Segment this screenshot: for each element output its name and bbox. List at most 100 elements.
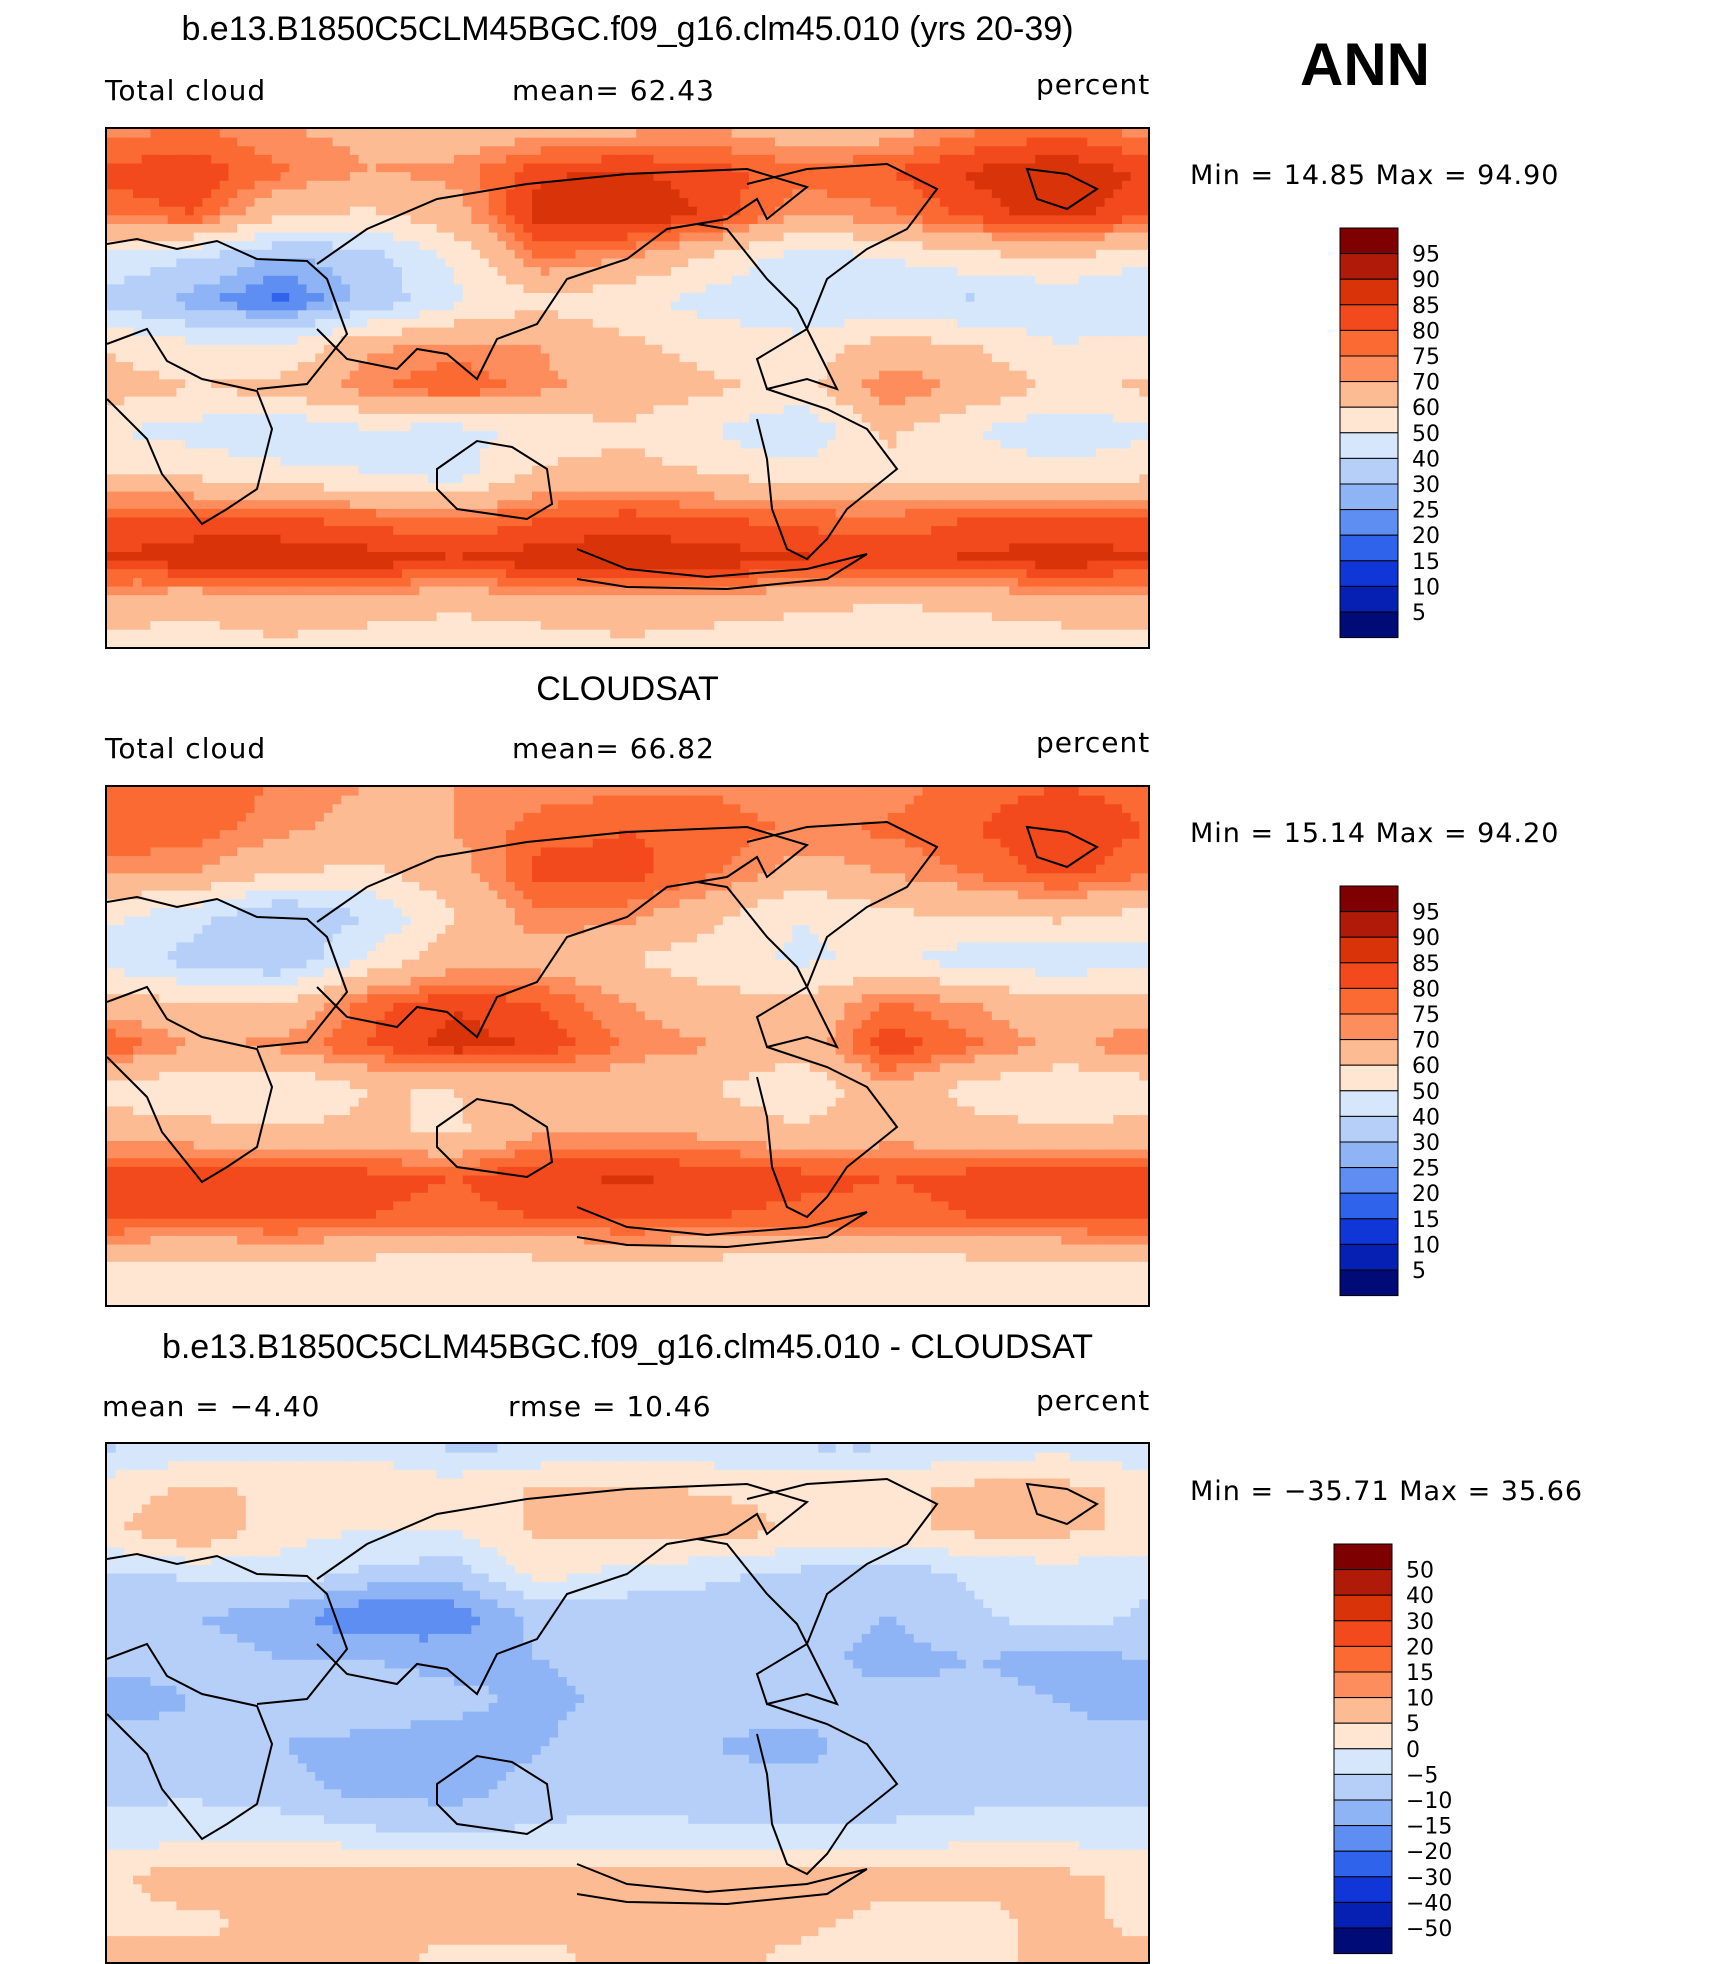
field-cell (558, 379, 568, 389)
field-cell (1078, 327, 1088, 337)
field-cell (696, 146, 707, 156)
field-cell (1061, 215, 1071, 225)
field-cell (1095, 318, 1106, 329)
field-cell (245, 146, 256, 156)
field-cell (1087, 215, 1097, 225)
field-cell (323, 198, 334, 208)
field-cell (644, 422, 655, 432)
field-cell (1043, 163, 1054, 173)
field-cell (211, 198, 221, 208)
field-cell (185, 284, 195, 294)
field-cell (809, 310, 819, 320)
field-cell (245, 223, 256, 234)
field-cell (1035, 448, 1045, 458)
field-cell (1130, 422, 1140, 432)
field-cell (1130, 362, 1140, 372)
field-cell (818, 267, 828, 277)
field-cell (1026, 379, 1036, 389)
field-cell (219, 129, 230, 139)
field-cell (766, 129, 776, 139)
field-cell (584, 388, 594, 398)
field-cell (401, 223, 412, 234)
field-cell (948, 180, 958, 191)
field-cell (445, 137, 455, 147)
field-cell (419, 163, 429, 173)
field-cell (558, 129, 568, 139)
field-cell (211, 284, 221, 294)
field-cell (462, 301, 472, 311)
field-cell (107, 405, 117, 415)
field-cell (566, 370, 577, 380)
field-cell (1026, 267, 1036, 277)
field-cell (601, 189, 611, 199)
field-cell (506, 258, 516, 268)
field-cell (610, 284, 620, 294)
field-cell (792, 448, 802, 458)
field-cell (1087, 465, 1097, 475)
field-cell (853, 336, 863, 346)
field-cell (879, 310, 889, 320)
field-cell (263, 327, 273, 337)
field-cell (263, 129, 273, 139)
field-cell (1095, 293, 1106, 303)
field-cell (653, 163, 663, 173)
field-cell (1035, 353, 1045, 363)
field-cell (271, 241, 282, 251)
field-cell (237, 232, 247, 242)
field-cell (774, 370, 785, 380)
field-cell (957, 215, 967, 225)
field-cell (1130, 448, 1140, 458)
field-cell (419, 336, 429, 346)
field-cell (558, 353, 568, 363)
field-cell (679, 146, 689, 156)
field-cell (549, 474, 559, 484)
field-cell (913, 172, 924, 182)
field-cell (1000, 396, 1010, 406)
field-cell (601, 413, 611, 424)
field-cell (905, 215, 915, 225)
field-cell (488, 344, 498, 355)
field-cell (228, 275, 238, 285)
field-cell (245, 388, 256, 398)
field-cell (497, 379, 507, 389)
field-cell (584, 327, 594, 337)
field-cell (696, 172, 707, 182)
field-cell (584, 284, 594, 294)
field-cell (401, 189, 412, 199)
field-cell (636, 163, 646, 173)
field-cell (974, 379, 984, 389)
field-cell (245, 258, 256, 268)
field-cell (879, 137, 889, 147)
field-cell (1052, 301, 1062, 311)
field-cell (835, 163, 845, 173)
field-cell (618, 422, 629, 432)
field-cell (367, 275, 377, 285)
field-cell (696, 448, 707, 458)
field-cell (133, 137, 143, 147)
field-cell (297, 206, 308, 216)
field-cell (653, 474, 663, 484)
field-cell (219, 137, 230, 147)
field-cell (696, 275, 707, 285)
field-cell (670, 189, 681, 199)
field-cell (445, 249, 455, 260)
field-cell (1017, 327, 1028, 337)
field-cell (271, 189, 282, 199)
field-cell (185, 172, 195, 182)
field-cell (896, 413, 906, 424)
field-cell (237, 448, 247, 458)
field-cell (549, 301, 559, 311)
field-cell (514, 258, 525, 268)
field-cell (393, 405, 403, 415)
field-cell (922, 318, 932, 329)
field-cell (532, 405, 542, 415)
field-cell (783, 189, 793, 199)
field-cell (584, 379, 594, 389)
field-cell (1000, 413, 1010, 424)
field-cell (1104, 137, 1114, 147)
field-cell (228, 353, 238, 363)
field-cell (922, 439, 932, 450)
field-cell (835, 439, 845, 450)
field-cell (636, 405, 646, 415)
field-cell (454, 422, 464, 432)
